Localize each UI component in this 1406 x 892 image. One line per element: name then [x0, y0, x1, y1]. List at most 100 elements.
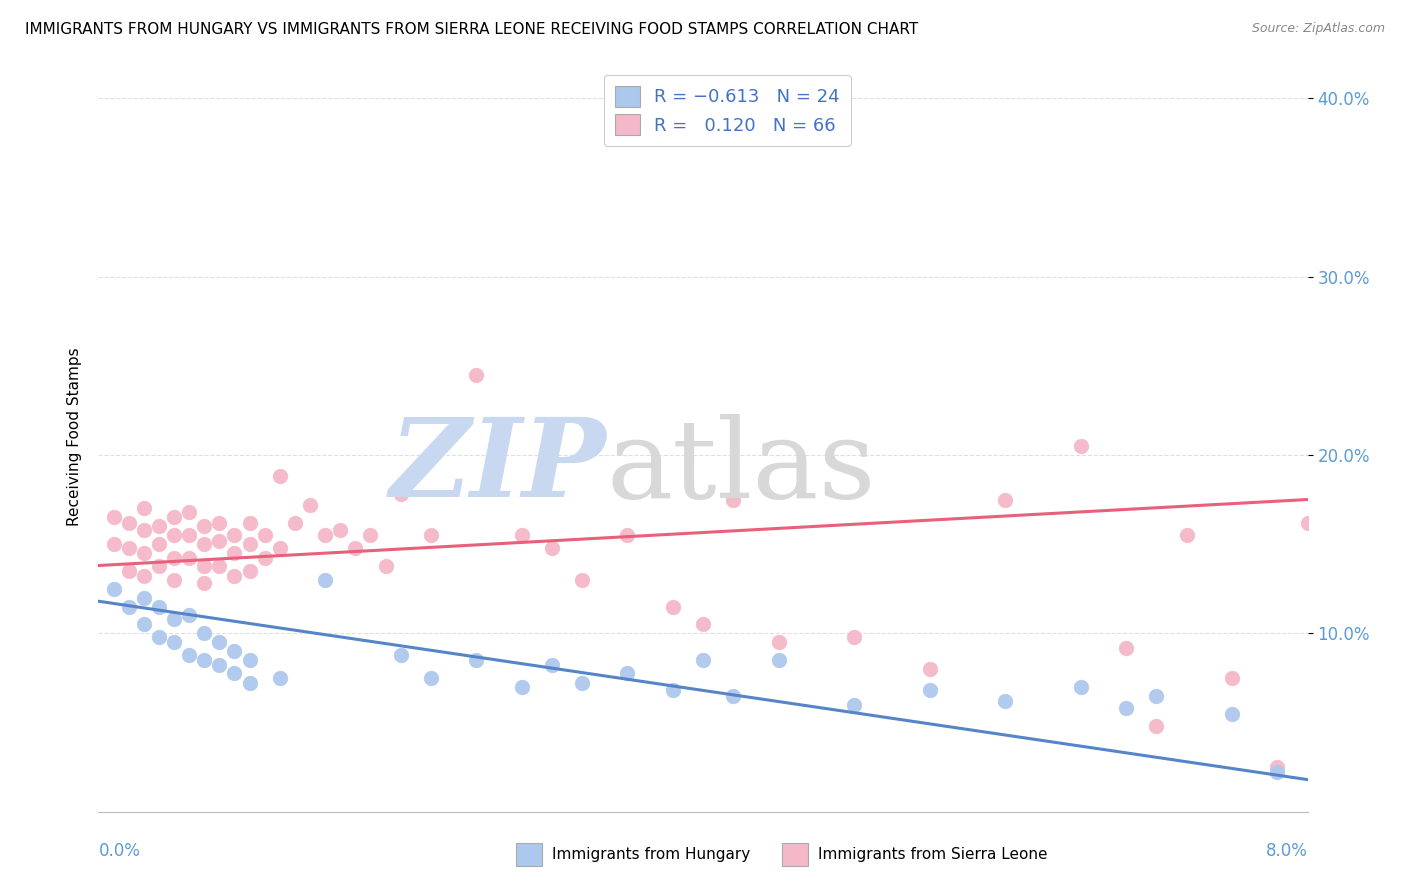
Point	[360, 528, 382, 542]
Point	[132, 523, 155, 537]
Point	[118, 564, 141, 578]
Point	[103, 537, 125, 551]
Point	[163, 528, 186, 542]
Point	[465, 368, 488, 382]
Point	[208, 658, 231, 673]
Point	[465, 653, 488, 667]
Point	[253, 528, 276, 542]
Text: IMMIGRANTS FROM HUNGARY VS IMMIGRANTS FROM SIERRA LEONE RECEIVING FOOD STAMPS CO: IMMIGRANTS FROM HUNGARY VS IMMIGRANTS FR…	[25, 22, 918, 37]
Point	[344, 541, 367, 555]
Point	[692, 617, 714, 632]
Point	[132, 546, 155, 560]
Point	[193, 576, 215, 591]
Point	[224, 546, 246, 560]
Point	[163, 573, 186, 587]
FancyBboxPatch shape	[516, 843, 543, 865]
Point	[723, 689, 745, 703]
Point	[844, 698, 866, 712]
Text: atlas: atlas	[606, 414, 876, 521]
Point	[163, 612, 186, 626]
Point	[768, 635, 790, 649]
Point	[239, 516, 262, 530]
Point	[224, 569, 246, 583]
Text: Immigrants from Sierra Leone: Immigrants from Sierra Leone	[818, 847, 1047, 862]
Point	[253, 551, 276, 566]
Legend: R = −0.613   N = 24, R =   0.120   N = 66: R = −0.613 N = 24, R = 0.120 N = 66	[603, 75, 851, 145]
Point	[239, 676, 262, 690]
Point	[1267, 760, 1289, 774]
Text: ZIP: ZIP	[389, 413, 606, 521]
Point	[132, 591, 155, 605]
Point	[661, 683, 683, 698]
Point	[103, 510, 125, 524]
Point	[1146, 719, 1168, 733]
Point	[179, 528, 201, 542]
Point	[193, 558, 215, 573]
Point	[1220, 671, 1243, 685]
Point	[193, 653, 215, 667]
Point	[163, 635, 186, 649]
Point	[616, 665, 638, 680]
Point	[179, 551, 201, 566]
Point	[239, 564, 262, 578]
Point	[1220, 706, 1243, 721]
Point	[148, 630, 170, 644]
Point	[918, 662, 941, 676]
Point	[208, 516, 231, 530]
Point	[179, 505, 201, 519]
Text: Source: ZipAtlas.com: Source: ZipAtlas.com	[1251, 22, 1385, 36]
Point	[389, 648, 412, 662]
Point	[148, 519, 170, 533]
Point	[918, 683, 941, 698]
Point	[103, 582, 125, 596]
Point	[1070, 439, 1092, 453]
Point	[118, 516, 141, 530]
Point	[193, 537, 215, 551]
Point	[179, 648, 201, 662]
Text: Immigrants from Hungary: Immigrants from Hungary	[551, 847, 751, 862]
Point	[239, 537, 262, 551]
Point	[1070, 680, 1092, 694]
Point	[224, 665, 246, 680]
Point	[314, 528, 336, 542]
Point	[1115, 701, 1137, 715]
Point	[329, 523, 352, 537]
Point	[148, 537, 170, 551]
FancyBboxPatch shape	[782, 843, 808, 865]
Point	[1115, 640, 1137, 655]
Point	[1175, 528, 1198, 542]
Point	[118, 599, 141, 614]
Point	[208, 533, 231, 548]
Point	[844, 630, 866, 644]
Point	[420, 671, 443, 685]
Point	[284, 516, 307, 530]
Point	[269, 671, 291, 685]
Point	[616, 528, 638, 542]
Point	[179, 608, 201, 623]
Point	[208, 635, 231, 649]
Point	[224, 528, 246, 542]
Point	[163, 510, 186, 524]
Point	[314, 573, 336, 587]
Point	[540, 658, 562, 673]
Point	[148, 599, 170, 614]
Point	[389, 487, 412, 501]
Point	[1267, 765, 1289, 780]
Point	[118, 541, 141, 555]
Point	[1146, 689, 1168, 703]
Point	[420, 528, 443, 542]
Point	[540, 541, 562, 555]
Point	[571, 573, 593, 587]
Point	[269, 469, 291, 483]
Point	[193, 626, 215, 640]
Point	[661, 599, 683, 614]
Point	[299, 498, 322, 512]
Point	[510, 680, 533, 694]
Point	[692, 653, 714, 667]
Point	[374, 558, 396, 573]
Point	[723, 492, 745, 507]
Point	[132, 501, 155, 516]
Point	[224, 644, 246, 658]
Point	[132, 617, 155, 632]
Point	[132, 569, 155, 583]
